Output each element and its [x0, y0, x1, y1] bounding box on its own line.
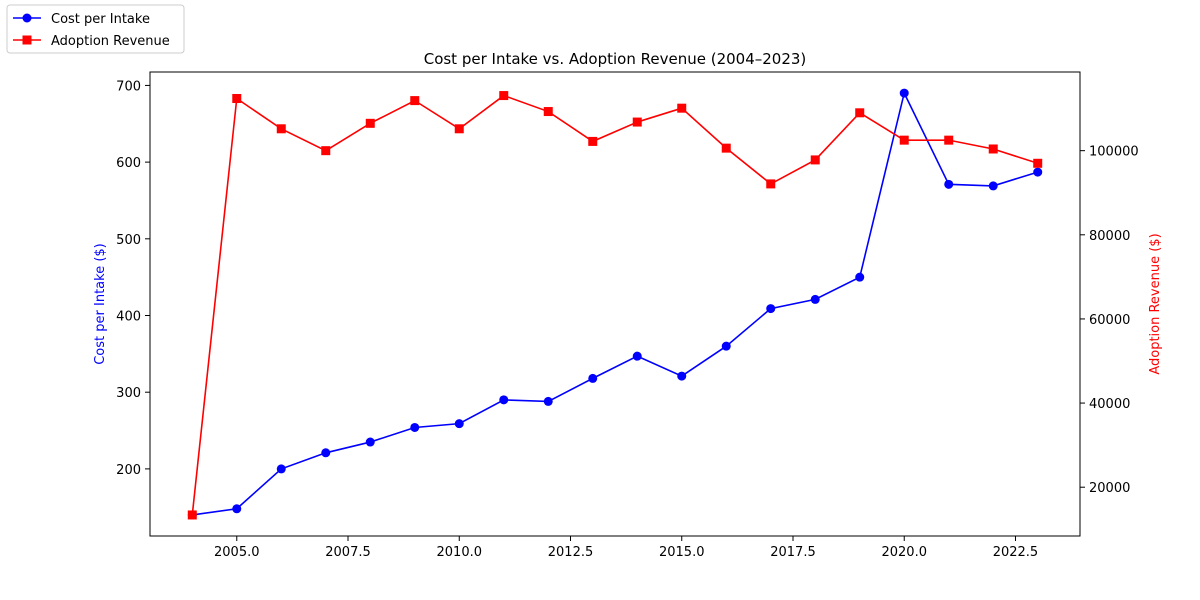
- right-y-axis-ticks: 20000 40000 60000 80000 100000: [1080, 145, 1139, 496]
- x-tick-label: 2007.5: [325, 545, 371, 560]
- adoption-revenue-point: [410, 96, 420, 106]
- legend-label-cost: Cost per Intake: [51, 12, 150, 27]
- legend: Cost per Intake Adoption Revenue: [6, 4, 185, 54]
- left-y-tick-label: 300: [116, 386, 141, 401]
- right-y-axis-label: Adoption Revenue ($): [1148, 233, 1163, 374]
- cost-per-intake-point: [276, 464, 286, 474]
- adoption-revenue-point: [232, 94, 242, 104]
- cost-per-intake-point: [855, 272, 865, 282]
- x-axis-ticks: 2005.0 2007.5 2010.0 2012.5 2015.0 2017.5 2020…: [214, 536, 1038, 560]
- legend-marker-revenue: [22, 35, 32, 45]
- adoption-revenue-point: [499, 91, 509, 101]
- left-y-axis-ticks: 200 300 400 500 600 700: [116, 79, 150, 478]
- series-layer: [187, 88, 1043, 520]
- adoption-revenue-point: [944, 135, 954, 145]
- adoption-revenue-point: [1033, 158, 1043, 168]
- cost-per-intake-point: [232, 504, 242, 514]
- left-y-tick-label: 600: [116, 156, 141, 171]
- right-y-tick-label: 60000: [1089, 313, 1130, 328]
- adoption-revenue-point: [810, 155, 820, 165]
- cost-per-intake-point: [1033, 167, 1043, 177]
- right-y-tick-label: 20000: [1089, 481, 1130, 496]
- adoption-revenue-point: [677, 103, 687, 113]
- adoption-revenue-point: [276, 124, 286, 134]
- cost-per-intake-point: [632, 351, 642, 361]
- adoption-revenue-series-line: [191, 94, 1038, 516]
- plot-area: [149, 71, 1081, 537]
- adoption-revenue-point: [855, 108, 865, 118]
- left-y-tick-label: 500: [116, 233, 141, 248]
- left-y-tick-label: 200: [116, 463, 141, 478]
- x-tick-label: 2012.5: [548, 545, 594, 560]
- adoption-revenue-point: [721, 143, 731, 153]
- left-y-axis-label: Cost per Intake ($): [93, 243, 108, 365]
- cost-per-intake-point: [677, 371, 687, 381]
- adoption-revenue-point: [454, 124, 464, 134]
- x-tick-label: 2010.0: [437, 545, 483, 560]
- cost-per-intake-series-line: [192, 90, 1038, 516]
- chart-title: Cost per Intake vs. Adoption Revenue (20…: [424, 50, 807, 68]
- cost-per-intake-point: [810, 294, 820, 304]
- legend-label-revenue: Adoption Revenue: [51, 34, 170, 49]
- cost-per-intake-point: [321, 448, 331, 458]
- cost-per-intake-point: [365, 437, 375, 447]
- right-y-tick-label: 40000: [1089, 397, 1130, 412]
- cost-per-intake-point: [543, 396, 553, 406]
- adoption-revenue-point: [321, 146, 331, 156]
- x-tick-label: 2017.5: [770, 545, 816, 560]
- cost-per-intake-point: [499, 395, 509, 405]
- adoption-revenue-point: [988, 144, 998, 154]
- cost-per-intake-point: [454, 419, 464, 429]
- legend-box: [6, 4, 185, 54]
- cost-per-intake-point: [944, 179, 954, 189]
- left-y-tick-label: 700: [116, 79, 141, 94]
- adoption-revenue-point: [766, 179, 776, 189]
- cost-per-intake-point: [988, 181, 998, 191]
- adoption-revenue-point: [365, 118, 375, 128]
- cost-per-intake-point: [588, 373, 598, 383]
- cost-per-intake-point: [899, 88, 909, 98]
- cost-per-intake-point: [766, 304, 776, 314]
- cost-per-intake-point: [721, 341, 731, 351]
- cost-per-intake-point: [410, 422, 420, 432]
- legend-marker-cost: [22, 13, 32, 23]
- left-y-tick-label: 400: [116, 310, 141, 325]
- adoption-revenue-point: [187, 510, 197, 520]
- x-tick-label: 2005.0: [214, 545, 260, 560]
- adoption-revenue-point: [899, 135, 909, 145]
- adoption-revenue-point: [588, 136, 598, 146]
- adoption-revenue-point: [632, 117, 642, 127]
- right-y-tick-label: 100000: [1089, 145, 1139, 160]
- x-tick-label: 2015.0: [659, 545, 705, 560]
- right-y-tick-label: 80000: [1089, 229, 1130, 244]
- x-tick-label: 2022.5: [993, 545, 1039, 560]
- x-tick-label: 2020.0: [881, 545, 927, 560]
- adoption-revenue-point: [543, 107, 553, 117]
